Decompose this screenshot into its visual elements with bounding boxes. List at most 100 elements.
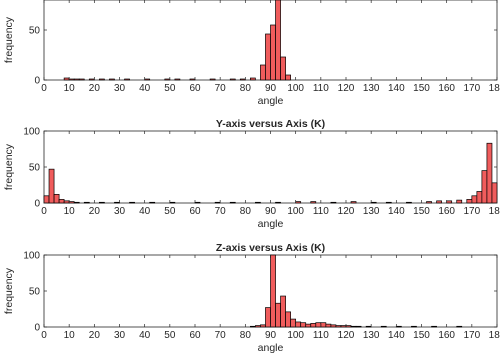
x-tick-label: 110 bbox=[313, 330, 329, 341]
bar bbox=[456, 199, 463, 204]
bar bbox=[486, 142, 493, 204]
bar bbox=[275, 0, 281, 81]
bar bbox=[270, 254, 276, 328]
x-tick-label: 170 bbox=[463, 206, 480, 217]
x-axis-label: angle bbox=[258, 342, 284, 354]
bar bbox=[99, 78, 105, 81]
bar bbox=[355, 325, 362, 328]
x-tick-label: 170 bbox=[463, 83, 480, 94]
bar bbox=[189, 78, 196, 81]
y-tick-label: 100 bbox=[23, 127, 40, 138]
bar bbox=[280, 295, 286, 328]
bar bbox=[109, 78, 115, 81]
bar bbox=[209, 78, 216, 81]
x-tick-label: 10 bbox=[64, 206, 76, 217]
bar bbox=[48, 168, 55, 204]
x-tick-label: 20 bbox=[89, 206, 101, 217]
x-tick-label: 80 bbox=[240, 330, 252, 341]
x-axis-label: angle bbox=[258, 95, 284, 107]
x-tick-label: 160 bbox=[438, 83, 455, 94]
x-tick-label: 70 bbox=[215, 206, 227, 217]
bar bbox=[320, 322, 327, 328]
bar bbox=[239, 78, 246, 81]
y-tick-label: 50 bbox=[29, 163, 41, 174]
x-tick-label: 130 bbox=[363, 206, 380, 217]
bar bbox=[280, 56, 286, 81]
bar bbox=[260, 324, 266, 328]
bar bbox=[476, 191, 483, 204]
bar bbox=[270, 24, 276, 81]
bar bbox=[285, 74, 291, 81]
panel-title: Y-axis versus Axis (K) bbox=[216, 118, 325, 130]
x-tick-label: 0 bbox=[41, 330, 47, 341]
bar bbox=[124, 78, 130, 81]
y-axis-label: frequency bbox=[3, 267, 15, 314]
bar bbox=[436, 200, 442, 204]
x-tick-label: 20 bbox=[89, 83, 101, 94]
bar bbox=[330, 324, 337, 328]
x-tick-label: 70 bbox=[215, 330, 227, 341]
bar bbox=[350, 201, 357, 204]
bar bbox=[174, 78, 181, 81]
x-tick-label: 80 bbox=[240, 206, 252, 217]
bar bbox=[129, 201, 135, 204]
panel-1: 0 10 20 30 40 50 60 70 80 90 100 110 120 130 140 150 160… bbox=[3, 0, 500, 107]
x-tick-label: 120 bbox=[338, 83, 355, 94]
bar bbox=[250, 77, 256, 81]
bar bbox=[365, 325, 372, 328]
bar bbox=[53, 194, 60, 204]
bar bbox=[73, 78, 80, 81]
x-axis-label: angle bbox=[258, 218, 284, 230]
bar bbox=[315, 322, 322, 328]
bar bbox=[265, 33, 271, 81]
x-tick-label: 20 bbox=[89, 330, 101, 341]
x-tick-label: 100 bbox=[287, 83, 304, 94]
x-tick-label: 90 bbox=[265, 330, 277, 341]
bar bbox=[265, 307, 271, 328]
bar bbox=[260, 64, 266, 81]
bar bbox=[481, 170, 488, 204]
y-tick-label: 0 bbox=[34, 199, 40, 210]
x-tick-label: 180 bbox=[489, 206, 500, 217]
x-tick-label: 100 bbox=[287, 330, 304, 341]
axes-box bbox=[43, 130, 498, 204]
bar bbox=[78, 78, 85, 81]
x-tick-label: 110 bbox=[313, 206, 329, 217]
x-tick-label: 150 bbox=[413, 206, 430, 217]
x-tick-label: 90 bbox=[265, 83, 277, 94]
bar bbox=[310, 201, 317, 204]
y-tick-label: 0 bbox=[34, 76, 40, 87]
x-tick-label: 140 bbox=[388, 330, 405, 341]
x-tick-label: 60 bbox=[189, 330, 201, 341]
x-tick-label: 0 bbox=[41, 83, 47, 94]
x-tick-label: 60 bbox=[189, 206, 201, 217]
x-tick-label: 30 bbox=[114, 83, 126, 94]
bar bbox=[83, 201, 90, 204]
bar bbox=[285, 311, 291, 328]
bar bbox=[214, 201, 221, 204]
x-tick-label: 160 bbox=[438, 206, 455, 217]
x-tick-label: 90 bbox=[265, 206, 277, 217]
bar bbox=[88, 78, 95, 81]
bar bbox=[471, 195, 478, 204]
bar bbox=[250, 325, 256, 328]
y-tick-label: 50 bbox=[29, 287, 41, 298]
panel-3: 0 10 20 30 40 50 60 70 80 90 100 110 120 130 140 150 160… bbox=[3, 242, 500, 354]
bar bbox=[380, 325, 387, 328]
bar bbox=[335, 325, 342, 328]
x-tick-label: 40 bbox=[139, 330, 151, 341]
x-tick-label: 120 bbox=[338, 330, 355, 341]
bar bbox=[255, 325, 261, 328]
x-tick-label: 110 bbox=[313, 83, 329, 94]
y-tick-label: 0 bbox=[34, 323, 40, 334]
y-axis-label: frequency bbox=[3, 16, 15, 63]
x-tick-label: 60 bbox=[189, 83, 201, 94]
bar bbox=[295, 321, 302, 328]
x-tick-label: 70 bbox=[215, 83, 227, 94]
bar bbox=[305, 323, 312, 328]
x-tick-label: 140 bbox=[388, 83, 405, 94]
x-tick-label: 180 bbox=[489, 330, 500, 341]
x-tick-label: 30 bbox=[114, 330, 126, 341]
bar bbox=[68, 78, 75, 81]
x-tick-label: 150 bbox=[413, 83, 430, 94]
